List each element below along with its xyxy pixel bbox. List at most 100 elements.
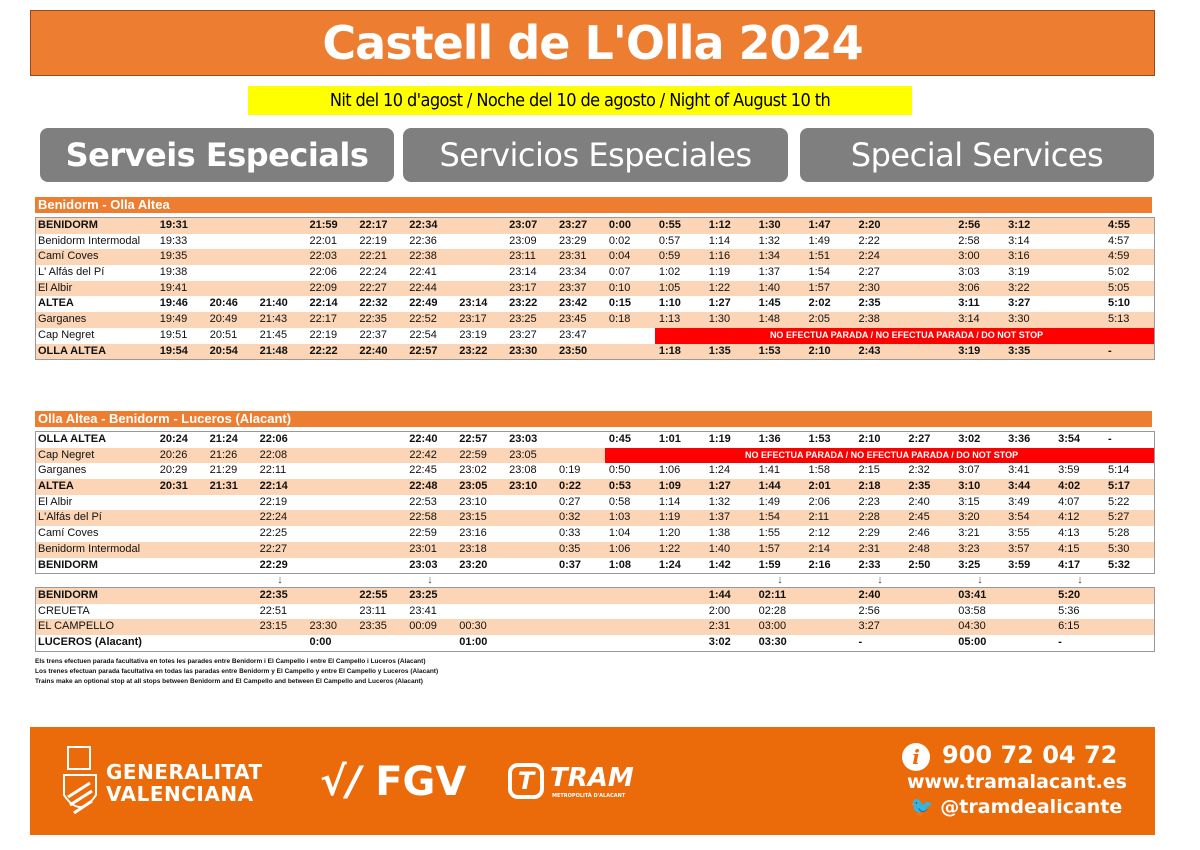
- time-cell: [505, 619, 555, 635]
- time-cell: [305, 510, 355, 526]
- time-cell: 1:02: [658, 266, 681, 279]
- time-cell: 2:56: [858, 604, 880, 617]
- twitter-handle[interactable]: 🐦 @tramdealicante: [910, 795, 1122, 818]
- time-cell: 1:01: [658, 433, 681, 445]
- time-cell: 1:09: [658, 480, 681, 493]
- time-cell: [156, 495, 206, 511]
- time-cell: 2:27: [908, 433, 931, 445]
- time-cell: 22:06: [259, 433, 288, 445]
- time-cell: 21:31: [209, 480, 238, 493]
- time-cell: 22:58: [409, 511, 437, 524]
- time-cell: 23:50: [559, 344, 588, 357]
- time-cell: 3:25: [958, 558, 981, 571]
- down-arrow-icon: ↓: [277, 574, 283, 586]
- time-cell: 3:54: [1008, 511, 1030, 524]
- notes: Els trens efectuen parada facultativa en…: [35, 657, 438, 687]
- time-cell: 2:56: [958, 219, 981, 231]
- time-cell: 5:36: [1058, 604, 1080, 617]
- time-cell: [904, 635, 954, 651]
- time-cell: 23:15: [259, 620, 288, 633]
- time-cell: 2:29: [858, 527, 880, 540]
- time-cell: 1:44: [758, 480, 781, 493]
- time-cell: 2:28: [858, 511, 880, 524]
- time-cell: 22:40: [359, 344, 388, 357]
- time-cell: 1:18: [658, 344, 681, 357]
- time-cell: 0:02: [608, 234, 631, 247]
- time-cell: 0:00: [309, 636, 332, 649]
- time-cell: 2:20: [858, 219, 881, 231]
- time-cell: 23:34: [559, 266, 587, 279]
- time-cell: 1:53: [758, 344, 781, 357]
- time-cell: [605, 588, 655, 604]
- time-cell: [1054, 265, 1104, 281]
- time-cell: 5:13: [1107, 313, 1130, 326]
- time-cell: 5:27: [1107, 511, 1130, 524]
- time-cell: 1:20: [658, 527, 681, 540]
- time-cell: 00:09: [409, 620, 437, 633]
- station-name: El Albir: [38, 495, 73, 508]
- time-cell: 1:38: [708, 527, 731, 540]
- time-cell: 0:22: [559, 480, 582, 493]
- time-cell: 23:18: [459, 542, 487, 555]
- time-cell: [1104, 604, 1154, 620]
- time-cell: 2:30: [858, 281, 880, 294]
- time-cell: 2:12: [808, 527, 830, 540]
- arrow-spacer: [605, 574, 655, 587]
- time-cell: 1:57: [808, 281, 830, 294]
- time-cell: [156, 635, 206, 651]
- station-name: El Albir: [38, 281, 73, 294]
- time-cell: 22:34: [409, 219, 438, 231]
- time-cell: [355, 542, 405, 558]
- arrow-spacer: [905, 574, 955, 587]
- twitter-bird-icon: 🐦: [910, 796, 934, 818]
- time-cell: 2:31: [708, 620, 731, 633]
- time-cell: 1:14: [658, 495, 681, 508]
- time-cell: 1:41: [758, 464, 781, 477]
- footer: GENERALITAT VALENCIANA √/ FGV T TRAM MET…: [30, 727, 1155, 835]
- station-name: Benidorm Intermodal: [38, 234, 141, 247]
- time-cell: 2:24: [858, 250, 880, 263]
- time-cell: 1:47: [808, 219, 831, 231]
- time-cell: [904, 265, 954, 281]
- time-cell: [655, 604, 705, 620]
- time-cell: [505, 495, 555, 511]
- time-cell: 3:16: [1008, 250, 1030, 263]
- time-cell: [904, 234, 954, 250]
- time-cell: 19:54: [159, 344, 188, 357]
- time-cell: [355, 526, 405, 542]
- time-cell: 19:35: [159, 250, 188, 263]
- table-row: OLLA ALTEA 19:54 20:54 21:48 22:22 22:40 22:57…: [36, 343, 1154, 360]
- note-es: Los trenes efectuan parada facultativa e…: [35, 668, 439, 675]
- time-cell: 5:14: [1107, 464, 1130, 477]
- time-cell: -: [1107, 344, 1112, 357]
- note-ca: Els trens efectuen parada facultativa en…: [35, 658, 426, 665]
- time-cell: 23:37: [559, 281, 587, 294]
- time-cell: 22:11: [259, 464, 287, 477]
- station-name: Benidorm Intermodal: [38, 542, 141, 555]
- time-cell: [355, 495, 405, 511]
- time-cell: 22:24: [259, 511, 288, 524]
- time-cell: 22:17: [309, 313, 338, 326]
- time-cell: 4:02: [1058, 480, 1081, 493]
- time-cell: 2:15: [858, 464, 880, 477]
- time-cell: 5:02: [1107, 266, 1130, 279]
- time-cell: 19:46: [159, 297, 188, 310]
- time-cell: [256, 218, 306, 234]
- time-cell: 3:41: [1008, 464, 1030, 477]
- website-link[interactable]: www.tramalacant.es: [907, 771, 1127, 793]
- gv-line2: VALENCIANA: [106, 782, 254, 806]
- time-cell: 21:26: [209, 448, 238, 461]
- time-cell: 0:27: [559, 495, 581, 508]
- time-cell: [904, 619, 954, 635]
- no-stop-banner: NO EFECTUA PARADA / NO EFECTUA PARADA / …: [655, 327, 1155, 344]
- time-cell: [904, 344, 954, 360]
- time-cell: 00:30: [459, 620, 487, 633]
- time-cell: 20:29: [159, 464, 188, 477]
- time-cell: 1:19: [658, 511, 681, 524]
- table-row: EL CAMPELLO 23:15 23:30 23:35 00:09 00:30 2:31…: [36, 619, 1154, 636]
- time-cell: [505, 635, 555, 651]
- time-cell: [355, 558, 405, 574]
- time-cell: 01:00: [459, 636, 488, 649]
- time-cell: 20:51: [209, 328, 238, 341]
- time-cell: 4:57: [1107, 234, 1130, 247]
